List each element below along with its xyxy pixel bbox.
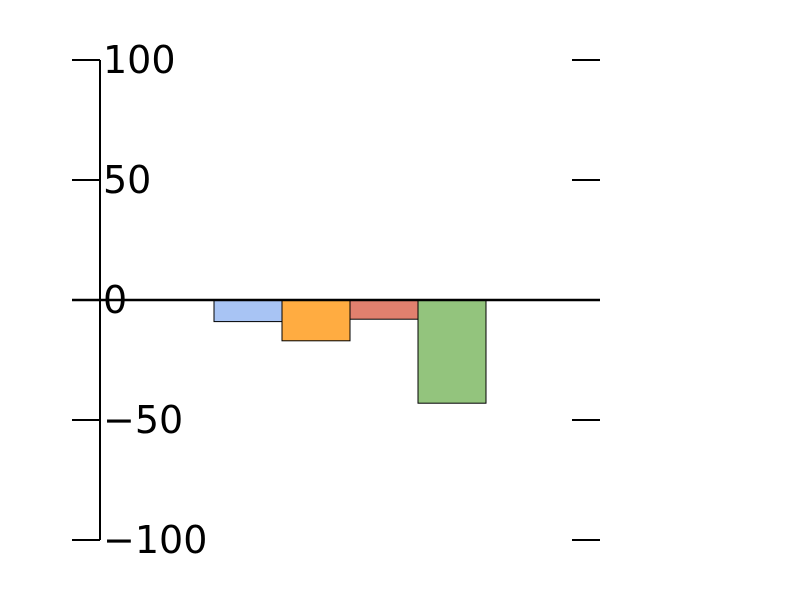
bar <box>213 299 283 323</box>
y-tick-label: 0 <box>103 278 127 322</box>
y-tick-label: −50 <box>103 398 183 442</box>
right-ticks <box>572 59 600 541</box>
bar <box>349 299 419 320</box>
bars <box>213 299 487 404</box>
y-tick-label: 50 <box>103 158 151 202</box>
y-tick-label: 100 <box>103 38 176 82</box>
bar <box>417 299 487 404</box>
y-tick-label: −100 <box>103 518 207 562</box>
y-tick-labels: 100 50 0 −50 −100 <box>103 38 207 562</box>
bar <box>281 299 351 342</box>
